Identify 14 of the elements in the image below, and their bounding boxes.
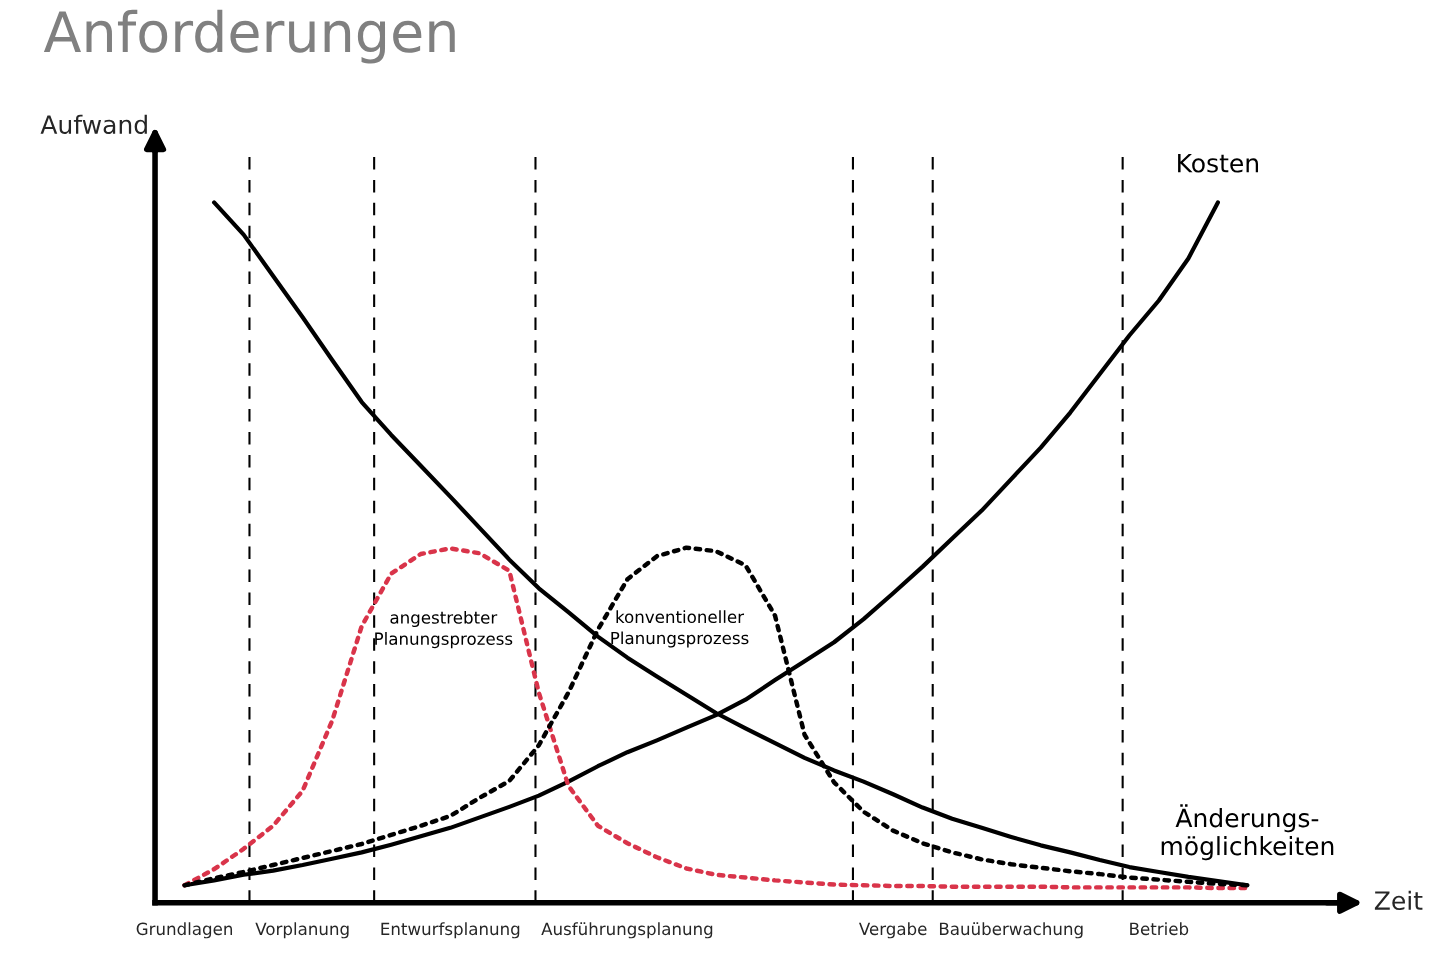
x-tick-label: Vorplanung xyxy=(255,922,349,939)
x-tick-label: Vergabe xyxy=(858,922,927,939)
x-tick-label: Bauüberwachung xyxy=(939,922,1083,939)
x-tick-label: Betrieb xyxy=(1130,922,1189,936)
x-axis-title: Zeit xyxy=(1374,890,1423,911)
x-tick-label: Entwurfsplanung xyxy=(381,922,520,939)
series-label: Änderungs- möglichkeiten xyxy=(1161,804,1334,861)
x-tick-label: Ausführungsplanung xyxy=(541,922,713,939)
series-label: konventioneller Planungsprozess xyxy=(611,610,749,648)
series-label: Kosten xyxy=(1178,154,1259,173)
y-axis-title: Aufwand xyxy=(40,114,147,134)
series-label: angestrebter Planungsprozess xyxy=(375,610,513,649)
chart-title: Anforderungen xyxy=(43,9,455,64)
x-tick-label: Grundlagen xyxy=(136,922,233,939)
